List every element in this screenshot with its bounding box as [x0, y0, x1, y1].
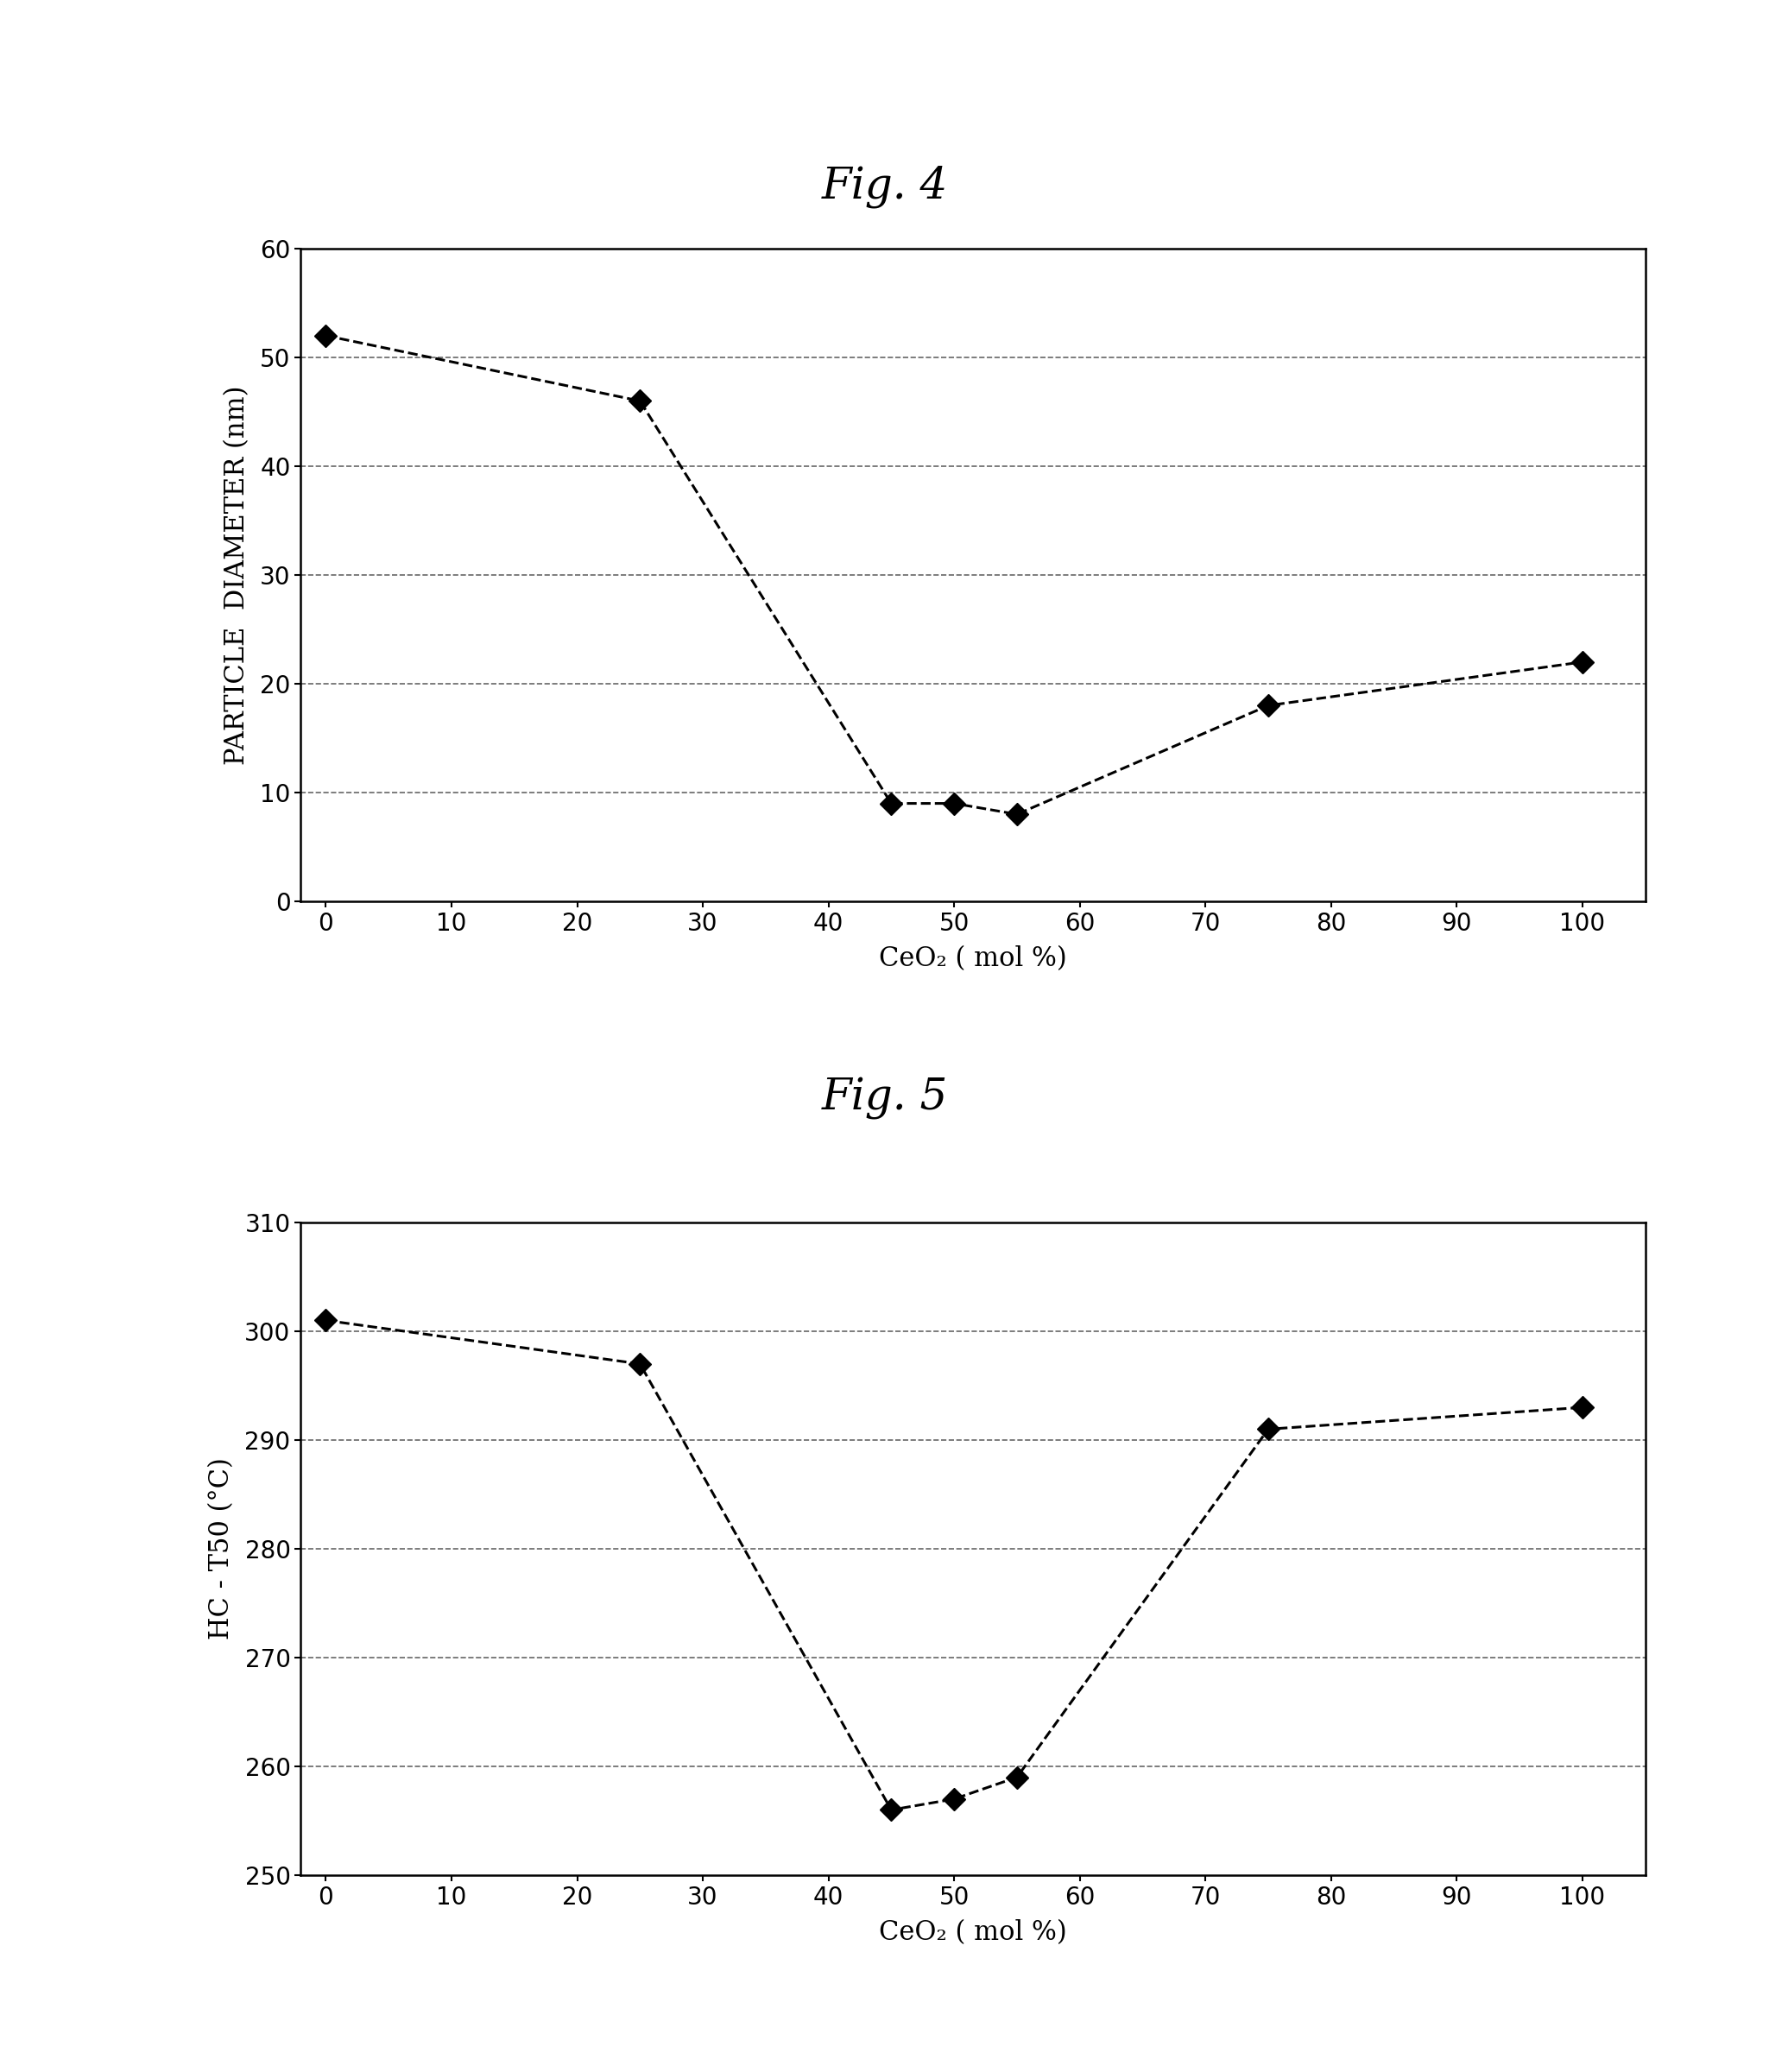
Y-axis label: HC - T50 (°C): HC - T50 (°C) — [209, 1459, 235, 1639]
Text: Fig. 4: Fig. 4 — [821, 166, 948, 207]
X-axis label: CeO₂ ( mol %): CeO₂ ( mol %) — [879, 945, 1067, 972]
Y-axis label: PARTICLE  DIAMETER (nm): PARTICLE DIAMETER (nm) — [223, 385, 249, 765]
Text: Fig. 5: Fig. 5 — [821, 1077, 948, 1119]
X-axis label: CeO₂ ( mol %): CeO₂ ( mol %) — [879, 1919, 1067, 1946]
